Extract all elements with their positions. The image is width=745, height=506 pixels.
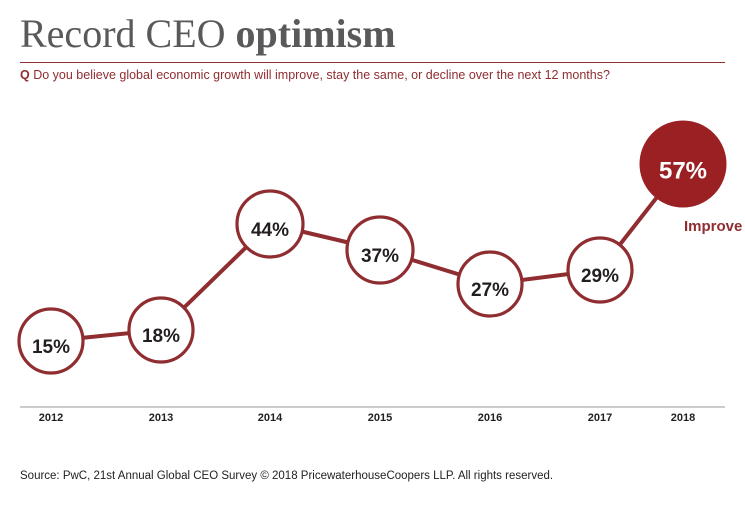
svg-text:44%: 44%: [251, 220, 289, 241]
svg-text:15%: 15%: [32, 337, 70, 358]
svg-text:57%: 57%: [659, 157, 707, 184]
svg-text:27%: 27%: [471, 280, 509, 301]
svg-text:2014: 2014: [258, 412, 283, 424]
svg-text:2017: 2017: [588, 412, 612, 424]
svg-text:Improve: Improve: [684, 218, 742, 235]
svg-text:2012: 2012: [39, 412, 63, 424]
svg-text:2013: 2013: [149, 412, 173, 424]
svg-text:2016: 2016: [478, 412, 502, 424]
svg-text:37%: 37%: [361, 246, 399, 267]
svg-text:18%: 18%: [142, 326, 180, 347]
svg-text:2018: 2018: [671, 412, 695, 424]
svg-text:2015: 2015: [368, 412, 392, 424]
svg-text:29%: 29%: [581, 266, 619, 287]
